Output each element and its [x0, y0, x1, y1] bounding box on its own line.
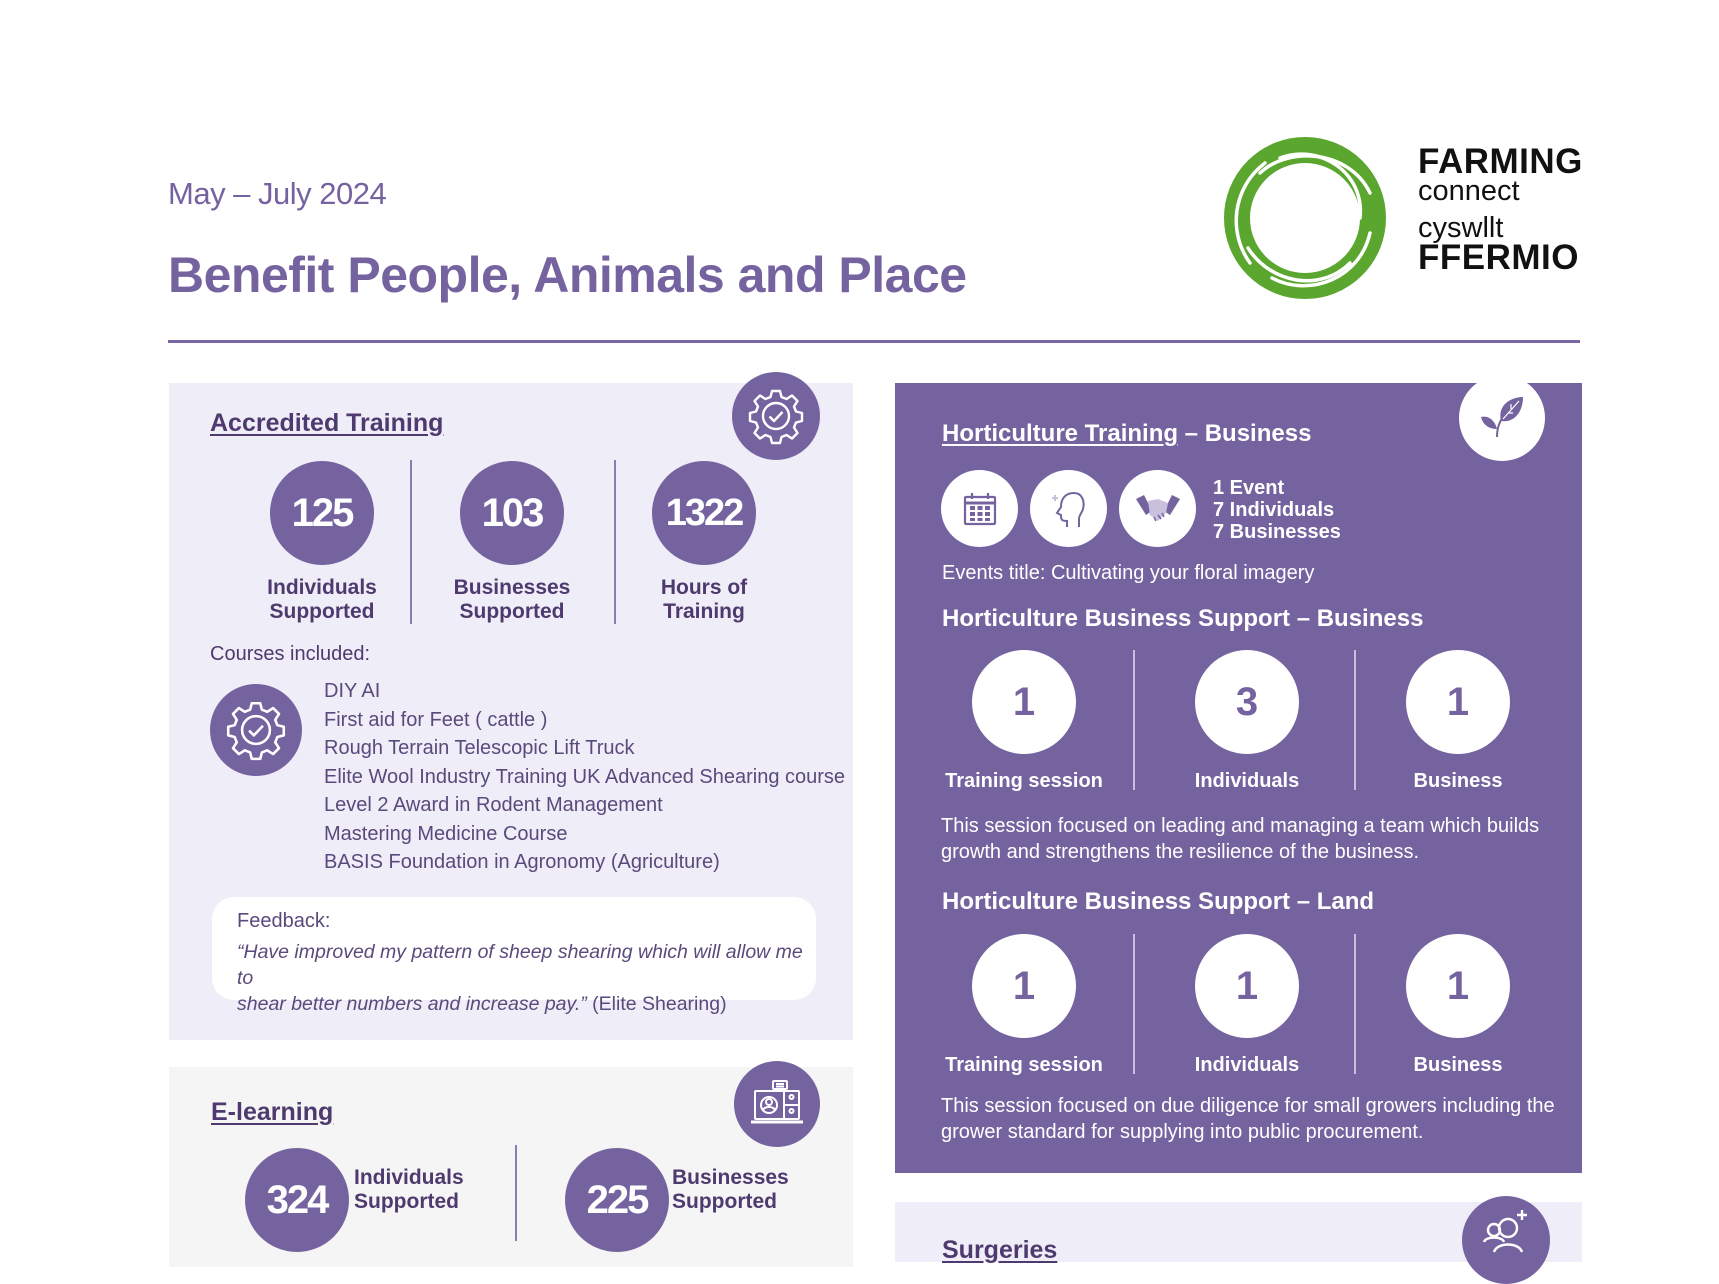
hours-training-value: 1322: [652, 461, 756, 565]
hort-support-business-title: Horticulture Business Support – Business: [942, 605, 1424, 632]
training-session-value: 1: [972, 934, 1076, 1038]
logo-line-ffermio: FFERMIO: [1418, 238, 1579, 277]
horticulture-training-stats: 1 Event 7 Individuals 7 Businesses: [1213, 477, 1341, 543]
label-line: Supported: [354, 1190, 459, 1214]
business-value: 1: [1406, 934, 1510, 1038]
add-users-icon: [1462, 1196, 1550, 1284]
elearning-businesses-value: 225: [565, 1148, 669, 1252]
logo-line-farming: FARMING: [1418, 142, 1583, 181]
stat-divider: [1133, 934, 1135, 1074]
surgeries-title: Surgeries: [942, 1236, 1058, 1264]
label-line: Individuals: [354, 1166, 464, 1189]
stat-divider: [410, 460, 412, 624]
businesses-supported-label: Businesses Supported: [422, 576, 602, 624]
label-line: Individuals: [267, 576, 377, 599]
individuals-supported-value: 125: [270, 461, 374, 565]
label-line: Hours of: [660, 576, 748, 599]
business-label: Business: [1413, 1054, 1503, 1076]
hort-support-land-title: Horticulture Business Support – Land: [942, 888, 1375, 915]
description-line: grower standard for supplying into publi…: [941, 1121, 1424, 1143]
farming-connect-logo-icon: [1220, 133, 1390, 303]
elearning-individuals-value: 324: [245, 1148, 349, 1252]
stat-individuals: 7 Individuals: [1213, 499, 1335, 521]
course-item: DIY AI: [324, 680, 381, 702]
stat-divider: [1354, 650, 1356, 790]
label-line: Training: [663, 600, 745, 624]
logo-wordmark: FARMING connect cyswllt FFERMIO: [1418, 144, 1583, 275]
logo-line-connect: connect: [1418, 175, 1520, 207]
logo-line-cyswllt: cyswllt: [1418, 212, 1504, 244]
course-item: Mastering Medicine Course: [324, 822, 568, 845]
feedback-quote: “Have improved my pattern of sheep shear…: [237, 939, 807, 1017]
course-item: Elite Wool Industry Training UK Advanced…: [324, 765, 846, 788]
events-title: Events title: Cultivating your floral im…: [942, 560, 1314, 586]
course-item: BASIS Foundation in Agronomy (Agricultur…: [324, 851, 720, 873]
head-profile-icon: [1030, 470, 1107, 547]
course-item: Rough Terrain Telescopic Lift Truck: [324, 737, 635, 759]
courses-list: DIY AI First aid for Feet ( cattle ) Rou…: [324, 677, 845, 877]
stat-divider: [1133, 650, 1135, 790]
individuals-value: 3: [1195, 650, 1299, 754]
label-line: Businesses: [453, 576, 571, 599]
handshake-icon: [1119, 470, 1196, 547]
elearning-individuals-label: Individuals Supported: [354, 1166, 464, 1214]
training-session-value: 1: [972, 650, 1076, 754]
course-item: First aid for Feet ( cattle ): [324, 708, 548, 731]
accredited-training-title: Accredited Training: [210, 409, 444, 437]
hort-support-land-description: This session focused on due diligence fo…: [941, 1093, 1555, 1145]
feedback-card: [212, 897, 816, 1000]
quote-line: shear better numbers and increase pay.”: [237, 993, 587, 1015]
calendar-icon: [941, 470, 1018, 547]
description-line: This session focused on leading and mana…: [941, 815, 1540, 837]
events-title-label: Events title:: [942, 562, 1046, 584]
feedback-label: Feedback:: [237, 910, 331, 932]
stat-divider: [1354, 934, 1356, 1074]
stat-businesses: 7 Businesses: [1213, 521, 1341, 543]
description-line: growth and strengthens the resilience of…: [941, 841, 1420, 863]
title-suffix: – Business: [1178, 420, 1312, 447]
training-session-label: Training session: [945, 770, 1103, 792]
events-title-value: Cultivating your floral imagery: [1045, 562, 1315, 584]
label-line: Supported: [672, 1190, 777, 1214]
page-title: Benefit People, Animals and Place: [168, 247, 967, 303]
business-label: Business: [1413, 770, 1503, 792]
training-session-label: Training session: [945, 1054, 1103, 1076]
quote-line: “Have improved my pattern of sheep shear…: [237, 941, 803, 989]
individuals-value: 1: [1195, 934, 1299, 1038]
individuals-supported-label: Individuals Supported: [232, 576, 412, 624]
businesses-supported-value: 103: [460, 461, 564, 565]
header-divider: [168, 340, 1580, 343]
stat-divider: [515, 1145, 517, 1241]
horticulture-training-title: Horticulture Training – Business: [942, 420, 1311, 448]
leaf-plant-icon: [1459, 375, 1545, 461]
individuals-label: Individuals: [1194, 1054, 1300, 1076]
courses-gear-check-icon: [210, 684, 302, 776]
stat-events: 1 Event: [1213, 477, 1285, 499]
title-underlined: Horticulture Training: [942, 420, 1179, 447]
elearning-title: E-learning: [211, 1098, 334, 1126]
label-line: Supported: [459, 600, 565, 624]
video-conference-icon: [734, 1061, 820, 1147]
individuals-label: Individuals: [1194, 770, 1300, 792]
business-value: 1: [1406, 650, 1510, 754]
hort-support-business-description: This session focused on leading and mana…: [941, 813, 1539, 865]
label-line: Supported: [269, 600, 375, 624]
hours-training-label: Hours of Training: [614, 576, 794, 624]
label-line: Businesses: [672, 1166, 789, 1189]
date-range: May – July 2024: [168, 176, 387, 211]
quote-attribution: (Elite Shearing): [586, 993, 727, 1015]
stat-divider: [614, 460, 616, 624]
course-item: Level 2 Award in Rodent Management: [324, 794, 663, 816]
description-line: This session focused on due diligence fo…: [941, 1095, 1555, 1117]
courses-heading: Courses included:: [210, 643, 371, 665]
gear-check-icon: [732, 372, 820, 460]
elearning-businesses-label: Businesses Supported: [672, 1166, 789, 1214]
